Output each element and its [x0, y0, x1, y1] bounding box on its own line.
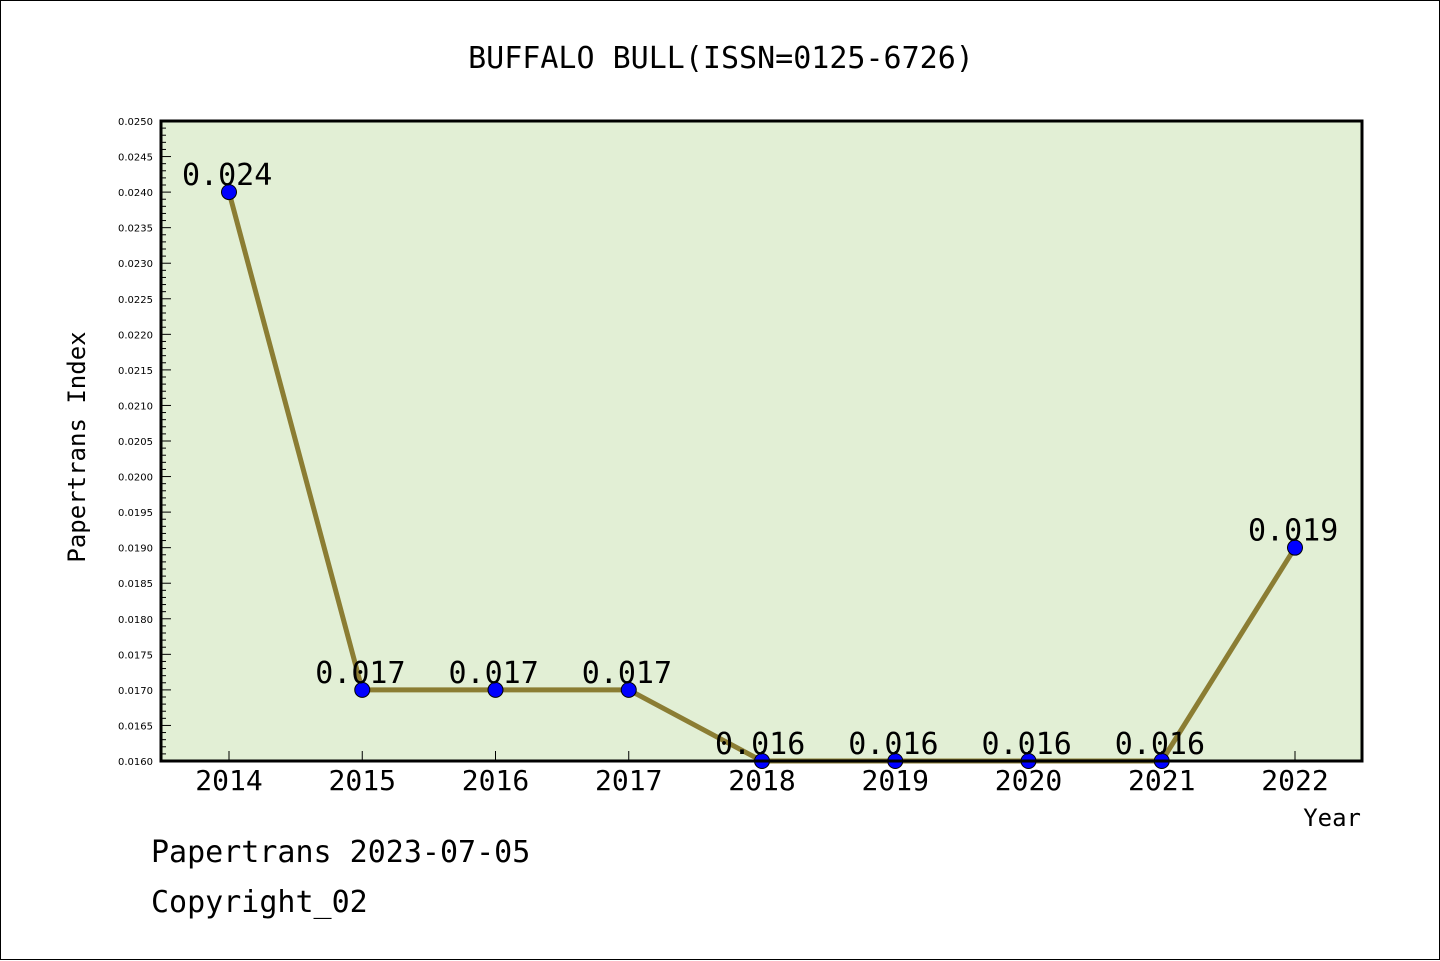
data-label: 0.019 [1248, 514, 1338, 549]
data-label: 0.017 [449, 656, 539, 691]
y-tick-label: 0.0190 [118, 544, 153, 555]
x-tick-label: 2016 [462, 764, 529, 797]
y-tick-label: 0.0205 [118, 437, 153, 448]
y-tick-label: 0.0185 [118, 579, 153, 590]
y-tick-label: 0.0200 [118, 473, 153, 484]
footer-copyright: Copyright_02 [151, 885, 368, 920]
data-label: 0.017 [315, 656, 405, 691]
data-point [620, 681, 637, 698]
data-point [1287, 539, 1303, 556]
x-tick-label: 2017 [595, 764, 662, 797]
data-point [221, 184, 237, 201]
data-label: 0.024 [182, 158, 272, 193]
x-axis-label: Year [1303, 804, 1361, 832]
y-tick-label: 0.0180 [118, 615, 153, 626]
plot-area [161, 121, 1362, 761]
x-tick-label: 2019 [862, 764, 929, 797]
x-tick-label: 2021 [1128, 764, 1195, 797]
y-tick-label: 0.0240 [118, 188, 153, 199]
data-label: 0.016 [848, 727, 938, 762]
data-point [354, 681, 371, 698]
plot-border [159, 119, 1364, 763]
chart-title: BUFFALO BULL(ISSN=0125-6726) [468, 41, 974, 76]
y-tick-label: 0.0215 [118, 366, 153, 377]
x-tick-label: 2018 [728, 764, 795, 797]
y-tick-label: 0.0230 [118, 259, 153, 270]
x-tick-label: 2022 [1261, 764, 1328, 797]
y-tick-label: 0.0160 [118, 757, 153, 768]
data-label: 0.016 [1115, 727, 1205, 762]
x-tick-label: 2014 [195, 764, 262, 797]
y-tick-label: 0.0170 [118, 686, 153, 697]
y-tick-label: 0.0250 [118, 117, 153, 128]
y-axis-label: Papertrans Index [63, 331, 91, 562]
y-tick-label: 0.0245 [118, 153, 153, 164]
y-tick-label: 0.0220 [118, 330, 153, 341]
y-tick-label: 0.0225 [118, 295, 153, 306]
data-label: 0.016 [715, 727, 805, 762]
footer-date: Papertrans 2023-07-05 [151, 835, 531, 870]
y-tick-label: 0.0210 [118, 401, 153, 412]
y-tick-label: 0.0165 [118, 721, 153, 732]
y-tick-label: 0.0235 [118, 224, 153, 235]
y-tick-label: 0.0195 [118, 508, 153, 519]
x-tick-label: 2020 [995, 764, 1062, 797]
data-label: 0.016 [982, 727, 1072, 762]
x-tick-label: 2015 [329, 764, 396, 797]
y-tick-label: 0.0175 [118, 650, 153, 661]
data-point [487, 681, 504, 698]
data-label: 0.017 [582, 656, 672, 691]
